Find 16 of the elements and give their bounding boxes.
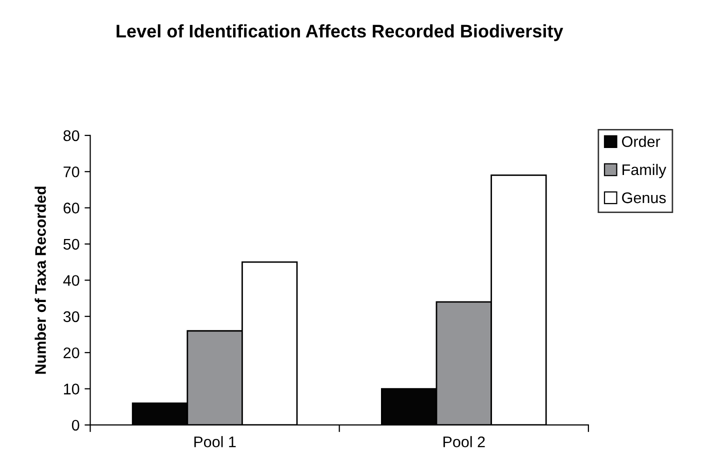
y-tick-label: 30 [63,311,80,322]
y-tick-label: 20 [64,347,80,358]
y-tick-label: 40 [63,275,80,286]
x-tick-label: Pool 1 [194,436,236,448]
chart-title: Level of Identification Affects Recorded Biodiversity [116,24,564,42]
y-tick-label: 60 [64,202,80,214]
y-tick-label: 10 [64,384,80,394]
y-tick-label: 80 [64,130,80,142]
legend-label: Order [622,136,660,148]
legend-label: Family [622,164,666,178]
x-tick-label: Pool 2 [443,436,485,448]
y-tick-label: 0 [72,420,80,431]
y-tick-label: 50 [63,238,80,250]
y-tick-label: 70 [64,166,80,178]
y-axis-title: Number of Taxa Recorded [34,186,46,374]
legend-label: Genus [622,192,666,204]
